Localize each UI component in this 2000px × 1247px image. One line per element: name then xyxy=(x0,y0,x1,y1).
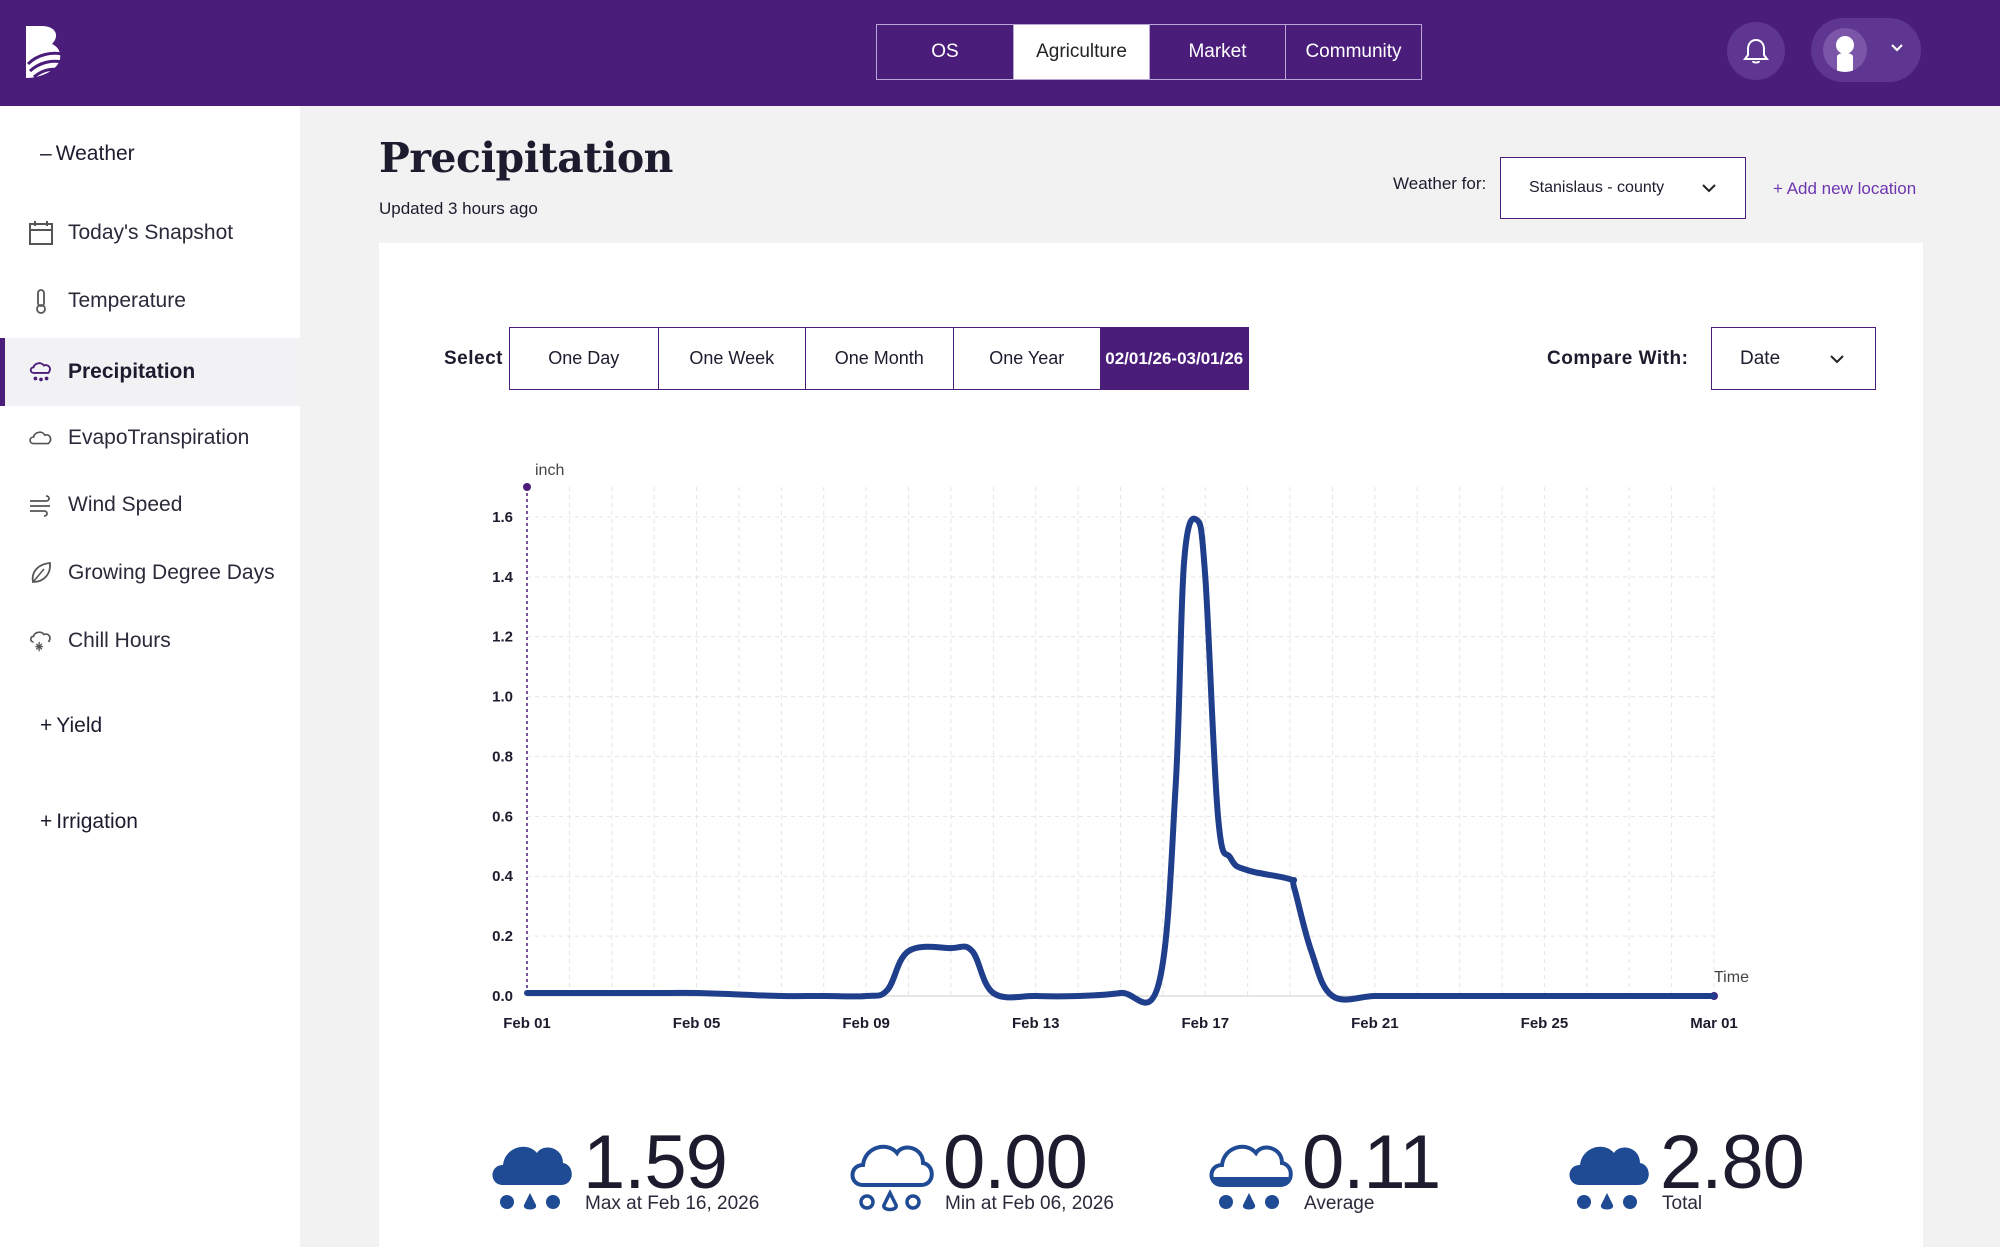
chevron-down-icon xyxy=(1891,44,1903,52)
x-tick-label: Feb 01 xyxy=(503,1015,551,1032)
x-tick-label: Feb 25 xyxy=(1521,1015,1569,1032)
heavy-rain-icon xyxy=(1569,1146,1649,1210)
snow-cloud-icon xyxy=(28,628,54,654)
rain-cloud-icon xyxy=(28,359,54,385)
location-select[interactable]: Stanislaus - county xyxy=(1500,157,1746,219)
y-tick-label: 1.6 xyxy=(492,509,513,526)
x-tick-label: Feb 05 xyxy=(673,1015,721,1032)
stat-value: 0.00 xyxy=(943,1120,1088,1205)
x-tick-label: Feb 13 xyxy=(1012,1015,1060,1032)
precipitation-chart: 0.0 0.2 0.4 0.6 0.8 1.0 1.2 1.4 1.6 Feb 01 Feb 05 F… xyxy=(492,462,1749,1032)
y-axis-end-dot xyxy=(523,483,531,491)
sidebar-item-label: Chill Hours xyxy=(68,629,171,652)
stat-value: 0.11 xyxy=(1302,1120,1441,1205)
stat-value: 1.59 xyxy=(583,1120,728,1205)
wind-icon xyxy=(28,492,54,518)
y-tick-label: 0.6 xyxy=(492,808,513,825)
cloud-icon xyxy=(28,425,54,451)
sidebar-section-label: Weather xyxy=(55,142,135,165)
weather-for-label: Weather for: xyxy=(1393,174,1487,193)
sidebar-item-label: EvapoTranspiration xyxy=(68,426,250,449)
notifications-button[interactable] xyxy=(1727,22,1785,80)
thermometer-icon xyxy=(28,288,54,314)
range-tab-custom[interactable]: 02/01/26-03/01/26 xyxy=(1100,328,1248,389)
y-tick-label: 1.2 xyxy=(492,629,513,646)
y-tick-label: 0.4 xyxy=(492,868,514,885)
sidebar-section-weather[interactable]: – Weather xyxy=(40,142,135,166)
location-value: Stanislaus - county xyxy=(1529,179,1665,196)
x-tick-label: Feb 21 xyxy=(1351,1015,1399,1032)
stat-caption: Total xyxy=(1662,1193,1703,1214)
calendar-icon xyxy=(28,220,54,246)
sidebar-item-wind-speed[interactable]: Wind Speed xyxy=(0,472,300,538)
y-tick-label: 1.0 xyxy=(492,689,513,706)
compare-with-select[interactable]: Date xyxy=(1711,327,1876,390)
tab-os[interactable]: OS xyxy=(931,41,959,62)
leaf-icon xyxy=(28,560,54,586)
stat-caption: Min at Feb 06, 2026 xyxy=(945,1193,1114,1214)
y-tick-label: 0.0 xyxy=(492,988,513,1005)
sidebar-item-evapotranspiration[interactable]: EvapoTranspiration xyxy=(0,405,300,471)
stat-caption: Max at Feb 16, 2026 xyxy=(585,1193,760,1214)
range-tab-one-year[interactable]: One Year xyxy=(952,328,1100,389)
x-tick-label: Mar 01 xyxy=(1690,1015,1738,1032)
y-axis-label: inch xyxy=(535,462,564,479)
main-nav-tabs: OS Agriculture Market Community xyxy=(876,24,1422,80)
heavy-rain-icon xyxy=(492,1146,572,1210)
top-navigation-bar: OS Agriculture Market Community xyxy=(0,0,2000,106)
tab-community[interactable]: Community xyxy=(1285,25,1421,79)
add-location-link[interactable]: + Add new location xyxy=(1773,179,1917,198)
sidebar-item-label: Growing Degree Days xyxy=(68,561,275,584)
x-axis-label: Time xyxy=(1714,969,1749,986)
x-tick-label: Feb 09 xyxy=(842,1015,890,1032)
sidebar: – Weather Today's Snapshot Temperature P… xyxy=(0,106,300,1247)
y-tick-label: 0.8 xyxy=(492,748,513,765)
avatar xyxy=(1823,28,1867,72)
range-tabs: One Day One Week One Month One Year 02/0… xyxy=(509,327,1249,390)
y-tick-label: 1.4 xyxy=(492,569,514,586)
sidebar-item-temperature[interactable]: Temperature xyxy=(0,268,300,334)
sidebar-item-label: Temperature xyxy=(68,289,186,312)
range-tab-one-day[interactable]: One Day xyxy=(510,328,658,389)
range-tab-one-week[interactable]: One Week xyxy=(657,328,805,389)
sidebar-section-label: Yield xyxy=(56,714,103,737)
range-select-label: Select xyxy=(444,348,503,369)
sidebar-section-irrigation[interactable]: + Irrigation xyxy=(40,810,138,834)
user-icon xyxy=(1836,36,1854,72)
stat-caption: Average xyxy=(1304,1193,1375,1214)
bell-icon xyxy=(1743,38,1769,64)
sidebar-item-label: Precipitation xyxy=(68,360,196,383)
light-rain-icon xyxy=(850,1144,934,1212)
compare-value: Date xyxy=(1740,347,1781,369)
sidebar-item-precipitation[interactable]: Precipitation xyxy=(0,338,300,406)
sidebar-item-chill-hours[interactable]: Chill Hours xyxy=(0,608,300,674)
x-tick-label: Feb 17 xyxy=(1182,1015,1230,1032)
range-tab-one-month[interactable]: One Month xyxy=(805,328,953,389)
tab-agriculture[interactable]: Agriculture xyxy=(1013,25,1149,79)
precipitation-series-line xyxy=(524,515,1717,1006)
chevron-down-icon xyxy=(1830,355,1844,364)
brand-logo[interactable] xyxy=(22,24,68,80)
updated-timestamp: Updated 3 hours ago xyxy=(379,199,538,218)
tab-market[interactable]: Market xyxy=(1149,25,1285,79)
sidebar-item-todays-snapshot[interactable]: Today's Snapshot xyxy=(0,200,300,266)
sidebar-item-label: Wind Speed xyxy=(68,493,183,516)
chart-card xyxy=(379,243,1923,1247)
user-menu-button[interactable] xyxy=(1811,18,1921,82)
sidebar-item-label: Today's Snapshot xyxy=(68,221,234,244)
sidebar-section-yield[interactable]: + Yield xyxy=(40,714,102,738)
sidebar-section-label: Irrigation xyxy=(56,810,138,833)
page-title: Precipitation xyxy=(379,134,673,182)
expand-icon: + xyxy=(40,714,53,737)
sidebar-item-growing-degree-days[interactable]: Growing Degree Days xyxy=(0,540,300,606)
expand-icon: + xyxy=(40,810,53,833)
chevron-down-icon xyxy=(1702,184,1716,193)
collapse-icon: – xyxy=(40,142,52,165)
compare-with-label: Compare With: xyxy=(1547,348,1689,369)
stat-value: 2.80 xyxy=(1660,1120,1805,1205)
moderate-rain-icon xyxy=(1209,1144,1293,1210)
y-tick-label: 0.2 xyxy=(492,928,513,945)
